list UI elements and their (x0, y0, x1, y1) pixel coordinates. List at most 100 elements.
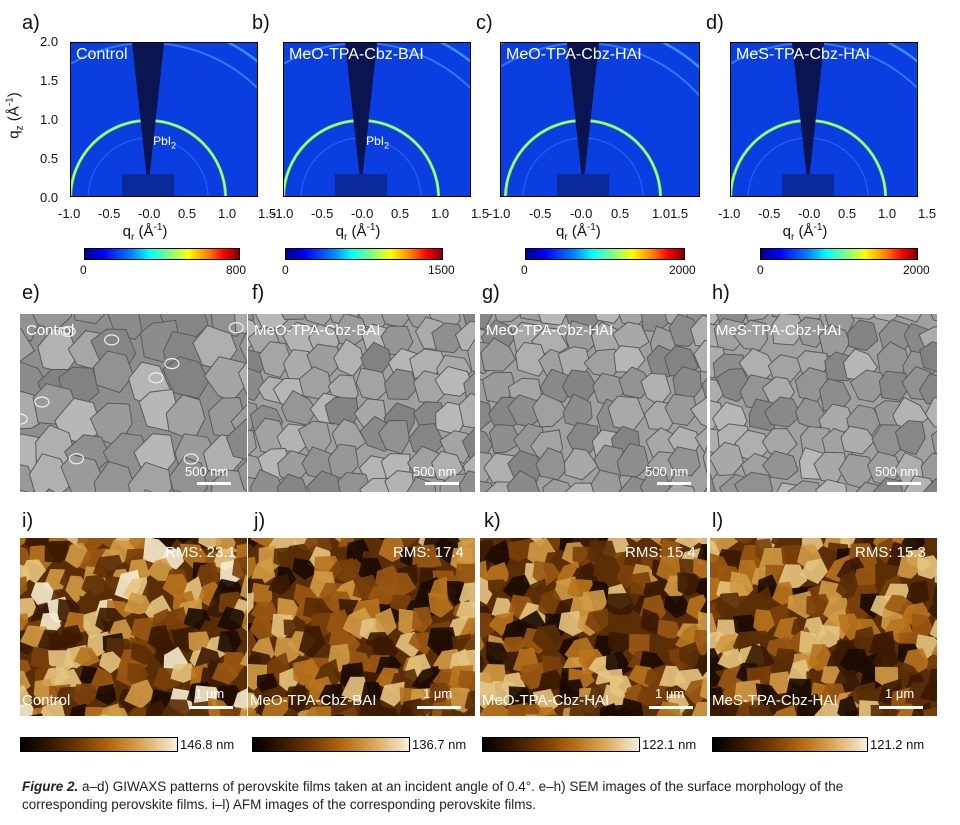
y-tick: 1.5 (40, 73, 59, 88)
afm-colorbar-max: 136.7 nm (412, 737, 467, 752)
x-tick: 1.0 (878, 206, 897, 221)
sem-scale-bar (657, 482, 691, 485)
afm-rms-value: RMS: 17.4 (393, 544, 464, 561)
x-tick: -0.0 (570, 206, 593, 221)
afm-scale-bar (189, 706, 233, 709)
giwaxs-pattern-b (283, 42, 471, 197)
afm-colorbar-i (20, 737, 178, 752)
x-axis-title: qr (Å-1) (335, 222, 381, 243)
x-tick: 1.0 (431, 206, 450, 221)
afm-label: MeO-TPA-Cbz-HAI (482, 692, 610, 709)
afm-rms-value: RMS: 15.3 (855, 544, 926, 561)
panel-label-e: e) (22, 282, 40, 304)
sem-image-f (248, 314, 475, 492)
sem-label: Control (26, 322, 75, 339)
x-tick: 1.5 (918, 206, 937, 221)
y-axis-title: qz (Å-1) (4, 92, 26, 139)
afm-scale-label: 1 μm (423, 686, 453, 701)
x-tick: -0.5 (529, 206, 552, 221)
panel-label-g: g) (482, 282, 500, 304)
x-tick: -0.5 (98, 206, 121, 221)
colorbar-max: 2000 (903, 263, 930, 277)
panel-label-b: b) (252, 12, 270, 34)
colorbar-min: 0 (757, 263, 764, 277)
giwaxs-pattern-d (730, 42, 918, 197)
colorbar-min: 0 (80, 263, 87, 277)
afm-colorbar-max: 146.8 nm (180, 737, 235, 752)
afm-colorbar-l (712, 737, 868, 752)
giwaxs-colorbar-a (84, 248, 240, 260)
figure-caption: Figure 2. a–d) GIWAXS patterns of perovs… (22, 778, 942, 814)
y-tick: 2.0 (40, 34, 59, 49)
panel-label-k: k) (484, 510, 501, 532)
afm-image-i (20, 538, 247, 716)
sem-scale-bar (197, 482, 231, 485)
x-tick: -1.0 (718, 206, 741, 221)
panel-label-j: j) (254, 510, 266, 532)
x-axis-title: qr (Å-1) (782, 222, 828, 243)
pbi2-label: PbI2 (153, 134, 177, 151)
x-axis-title: qr (Å-1) (122, 222, 168, 243)
sem-image-h (710, 314, 937, 492)
x-tick: -1.0 (58, 206, 81, 221)
giwaxs-colorbar-d (760, 248, 918, 260)
afm-scale-label: 1 μm (655, 686, 685, 701)
panel-label-h: h) (712, 282, 730, 304)
giwaxs-title: MeS-TPA-Cbz-HAI (736, 46, 870, 63)
panel-label-l: l) (712, 510, 724, 532)
colorbar-max: 1500 (428, 263, 455, 277)
afm-scale-label: 1 μm (195, 686, 225, 701)
x-axis-title: qr (Å-1) (556, 222, 601, 243)
pbi2-label: PbI2 (366, 134, 390, 151)
giwaxs-colorbar-c (525, 248, 685, 260)
x-tick: 1.0 (218, 206, 237, 221)
x-tick: -0.0 (138, 206, 161, 221)
y-tick: 0.0 (40, 190, 59, 205)
caption-line-2: corresponding perovskite films. i–l) AFM… (22, 797, 536, 812)
giwaxs-title: Control (76, 46, 128, 63)
x-tick: 0.5 (838, 206, 857, 221)
x-tick: 1.01.5 (652, 206, 689, 221)
afm-rms-value: RMS: 15.4 (625, 544, 696, 561)
afm-colorbar-k (482, 737, 640, 752)
caption-line-1: a–d) GIWAXS patterns of perovskite films… (78, 779, 844, 794)
sem-scale-label: 500 nm (185, 464, 229, 479)
afm-image-k (480, 538, 707, 716)
sem-scale-bar (887, 482, 921, 485)
sem-scale-bar (425, 482, 459, 485)
colorbar-min: 0 (282, 263, 289, 277)
panel-label-a: a) (22, 12, 40, 34)
colorbar-min: 0 (521, 263, 528, 277)
x-tick: 1.5 (471, 206, 490, 221)
afm-rms-value: RMS: 23.1 (165, 544, 236, 561)
x-tick: 1.5 (258, 206, 277, 221)
x-tick: 0.5 (611, 206, 630, 221)
panel-label-d: d) (706, 12, 724, 34)
x-tick: -1.0 (488, 206, 511, 221)
giwaxs-colorbar-b (285, 248, 443, 260)
x-tick: -0.0 (351, 206, 374, 221)
x-tick: -0.0 (798, 206, 821, 221)
afm-scale-bar (417, 706, 461, 709)
afm-label: MeO-TPA-Cbz-BAI (250, 692, 377, 709)
afm-colorbar-j (252, 737, 410, 752)
y-tick: 0.5 (40, 151, 59, 166)
sem-scale-label: 500 nm (413, 464, 457, 479)
giwaxs-pattern-c (500, 42, 700, 197)
x-tick: -1.0 (271, 206, 294, 221)
afm-scale-bar (879, 706, 923, 709)
figure-label: Figure 2. (22, 779, 79, 794)
x-tick: 0.5 (178, 206, 197, 221)
colorbar-max: 800 (226, 263, 247, 277)
giwaxs-title: MeO-TPA-Cbz-BAI (289, 46, 424, 63)
sem-label: MeO-TPA-Cbz-BAI (254, 322, 381, 339)
afm-colorbar-max: 122.1 nm (642, 737, 697, 752)
panel-label-f: f) (252, 282, 265, 304)
sem-image-g (480, 314, 707, 492)
afm-label: MeS-TPA-Cbz-HAI (712, 692, 838, 709)
sem-scale-label: 500 nm (875, 464, 919, 479)
afm-scale-bar (649, 706, 693, 709)
panel-label-i: i) (22, 510, 34, 532)
panel-label-c: c) (476, 12, 493, 34)
afm-image-l (710, 538, 937, 716)
